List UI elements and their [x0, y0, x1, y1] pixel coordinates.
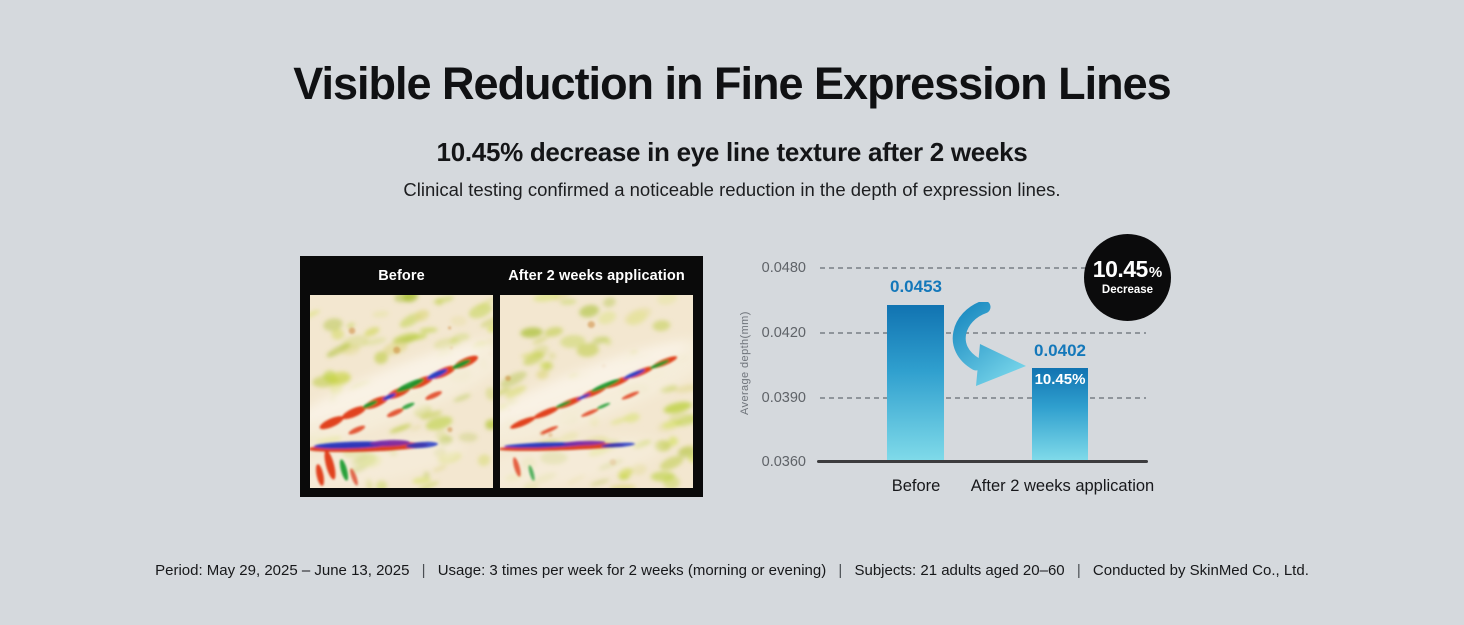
- badge-label: Decrease: [1101, 284, 1154, 297]
- y-tick-label: 0.0480: [761, 260, 806, 276]
- footer-period: Period: May 29, 2025 – June 13, 2025: [155, 562, 410, 579]
- comparison-after-label: After 2 weeks application: [508, 268, 685, 284]
- footer-separator: |: [421, 562, 426, 579]
- badge-percent-sign: %: [1148, 264, 1163, 282]
- y-tick-label: 0.0420: [761, 325, 806, 341]
- gridline: [820, 397, 1146, 399]
- bar-percent-label: 10.45%: [1034, 371, 1086, 388]
- footer-separator: |: [838, 562, 843, 579]
- bar-before: [887, 305, 944, 460]
- page-subtitle: 10.45% decrease in eye line texture afte…: [436, 137, 1028, 167]
- bar-value-label: 0.0402: [1034, 341, 1086, 360]
- category-label-after: After 2 weeks application: [970, 477, 1155, 495]
- footer-separator: |: [1076, 562, 1081, 579]
- gridline: [820, 267, 1146, 269]
- footer-subjects: Subjects: 21 adults aged 20–60: [854, 562, 1065, 579]
- x-axis-line: [817, 460, 1148, 463]
- y-tick-label: 0.0360: [761, 454, 806, 470]
- y-axis-label: Average depth(mm): [739, 311, 751, 415]
- page-description: Clinical testing confirmed a noticeable …: [403, 179, 1061, 200]
- bar-after: [1032, 368, 1088, 460]
- decrease-badge: 10.45 % Decrease: [1084, 234, 1171, 321]
- y-tick-label: 0.0390: [761, 390, 806, 406]
- footer-usage: Usage: 3 times per week for 2 weeks (mor…: [437, 562, 827, 579]
- decrease-arrow-icon: [952, 302, 1026, 386]
- footer-conductor: Conducted by SkinMed Co., Ltd.: [1092, 562, 1309, 579]
- comparison-panel: Before After 2 weeks application: [300, 256, 703, 497]
- footer-note: Period: May 29, 2025 – June 13, 2025 | U…: [0, 562, 1464, 579]
- bar-value-label: 0.0453: [890, 277, 942, 296]
- gridline: [820, 332, 1146, 334]
- before-texture-image: [310, 295, 493, 488]
- category-label-before: Before: [891, 477, 941, 495]
- comparison-before-label: Before: [378, 268, 425, 284]
- badge-value: 10.45: [1092, 256, 1149, 283]
- page-title: Visible Reduction in Fine Expression Lin…: [293, 58, 1171, 109]
- after-texture-image: [500, 295, 693, 488]
